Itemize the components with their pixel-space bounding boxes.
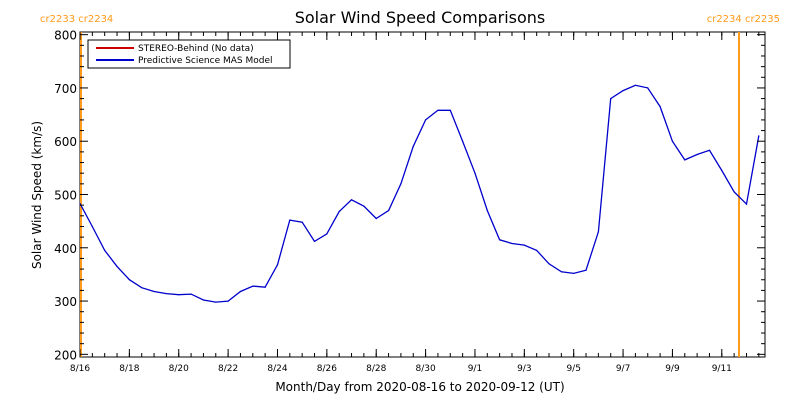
series-1-point-35 xyxy=(511,242,513,245)
series-1-point-5 xyxy=(141,287,143,289)
series-1-point-34 xyxy=(499,239,501,241)
series-1-point-48 xyxy=(671,140,674,142)
series-1-point-17 xyxy=(289,219,291,221)
series-1-point-14 xyxy=(252,285,254,287)
y-tick-label-700: 700 xyxy=(54,82,77,96)
series-1-point-38 xyxy=(548,263,550,265)
x-tick-label-8/24: 8/24 xyxy=(267,364,287,374)
series-1-point-52 xyxy=(721,169,723,172)
series-1-point-27 xyxy=(412,145,414,148)
plot-area xyxy=(79,31,766,358)
x-tick-label-8/30: 8/30 xyxy=(415,364,435,374)
series-1-point-7 xyxy=(165,293,167,295)
series-1-point-19 xyxy=(313,240,316,242)
series-1-point-6 xyxy=(153,290,155,293)
series-1-point-36 xyxy=(523,244,525,246)
y-axis: 200 300 400 500 600 700 800 xyxy=(54,29,765,362)
carrington-marker-lines xyxy=(80,32,740,357)
series-line-1 xyxy=(79,84,760,303)
series-1-point-55 xyxy=(758,135,760,137)
x-tick-label-9/3: 9/3 xyxy=(517,364,531,374)
legend-label-mas-model: Predictive Science MAS Model xyxy=(138,56,273,66)
x-tick-label-8/28: 8/28 xyxy=(366,364,386,374)
carrington-marker-right-label: cr2234 cr2235 xyxy=(707,14,780,25)
series-1-point-28 xyxy=(425,119,427,121)
y-tick-label-600: 600 xyxy=(54,135,77,149)
legend-label-stereo-behind: STEREO-Behind (No data) xyxy=(138,44,254,54)
series-1-point-20 xyxy=(326,233,328,235)
x-tick-label-9/1: 9/1 xyxy=(468,364,482,374)
series-1-point-39 xyxy=(560,271,563,273)
series-1-point-16 xyxy=(276,264,279,266)
series-1-point-46 xyxy=(647,87,649,89)
series-1-point-40 xyxy=(573,272,575,274)
series-1-point-4 xyxy=(128,279,130,281)
x-tick-label-8/16: 8/16 xyxy=(70,364,90,374)
x-tick-label-8/18: 8/18 xyxy=(119,364,139,374)
x-tick-label-8/20: 8/20 xyxy=(169,364,189,374)
series-1-point-1 xyxy=(91,225,93,228)
carrington-marker-left-label: cr2233 cr2234 xyxy=(40,14,113,25)
y-tick-label-200: 200 xyxy=(54,348,77,362)
legend-box xyxy=(87,39,291,69)
x-axis-label: Month/Day from 2020-08-16 to 2020-09-12 … xyxy=(275,380,564,394)
y-axis-label: Solar Wind Speed (km/s) xyxy=(30,121,44,269)
series-1-point-32 xyxy=(474,172,476,174)
series-1-point-54 xyxy=(745,203,748,205)
series-1-point-53 xyxy=(733,191,735,193)
series-1-point-13 xyxy=(239,290,242,293)
series-1-point-26 xyxy=(400,183,402,185)
series-1-point-11 xyxy=(215,301,217,303)
series-1-point-29 xyxy=(437,109,439,111)
series-1-point-33 xyxy=(486,209,488,212)
series-1-point-25 xyxy=(388,209,390,212)
series-1-point-2 xyxy=(104,249,106,251)
series-1-point-22 xyxy=(350,199,353,201)
series-1-point-12 xyxy=(227,300,229,302)
y-tick-label-800: 800 xyxy=(54,29,77,43)
series-1-point-21 xyxy=(338,210,340,213)
x-tick-label-9/11: 9/11 xyxy=(712,364,732,374)
x-tick-label-9/5: 9/5 xyxy=(566,364,580,374)
series-1-point-31 xyxy=(462,140,464,142)
legend: STEREO-Behind (No data) Predictive Scien… xyxy=(87,39,291,69)
series-1-point-42 xyxy=(597,231,600,233)
series-1-point-41 xyxy=(585,269,587,271)
series-1-point-23 xyxy=(363,205,365,207)
plot-border xyxy=(79,31,766,358)
x-tick-label-9/9: 9/9 xyxy=(665,364,680,374)
y-tick-label-400: 400 xyxy=(54,242,77,256)
y-tick-label-300: 300 xyxy=(54,295,77,309)
series-1-point-50 xyxy=(696,153,698,156)
series-1-point-51 xyxy=(708,149,711,151)
series-1-point-8 xyxy=(178,294,180,296)
series-layer xyxy=(79,84,760,303)
y-tick-label-500: 500 xyxy=(54,189,77,203)
x-axis: 8/16 8/18 8/20 8/22 8/24 8/26 8/28 8/30 9/1 9/3 9/… xyxy=(70,32,760,374)
x-tick-label-9/7: 9/7 xyxy=(616,364,630,374)
series-1-point-43 xyxy=(610,98,612,100)
series-1-point-15 xyxy=(264,286,266,288)
series-1-point-49 xyxy=(684,159,686,161)
series-1-point-3 xyxy=(116,265,118,267)
x-tick-label-8/22: 8/22 xyxy=(218,364,238,374)
series-1-point-9 xyxy=(190,293,192,295)
series-1-point-18 xyxy=(301,221,303,223)
series-1-point-24 xyxy=(375,217,377,220)
series-1-point-45 xyxy=(634,84,637,86)
chart-title: Solar Wind Speed Comparisons xyxy=(295,8,546,27)
x-tick-label-8/26: 8/26 xyxy=(317,364,337,374)
series-1-point-37 xyxy=(536,249,538,251)
series-1-point-0 xyxy=(79,203,81,205)
series-1-point-47 xyxy=(659,106,661,108)
series-1-point-30 xyxy=(449,109,451,111)
series-1-point-10 xyxy=(202,299,204,301)
series-1-point-44 xyxy=(622,90,624,92)
